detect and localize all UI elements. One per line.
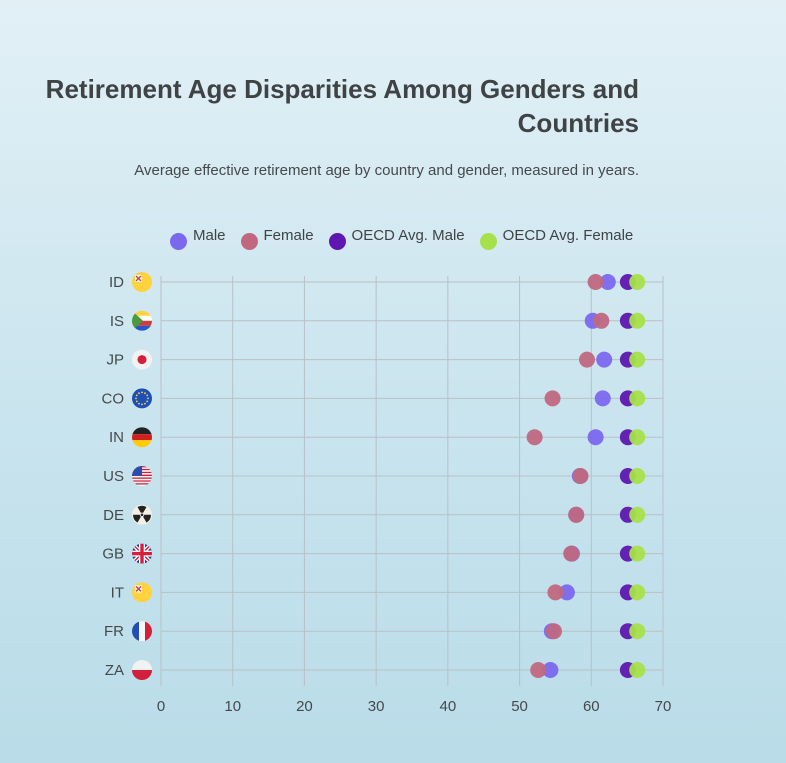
eu-flag-icon xyxy=(132,388,152,409)
legend-label-oecd-male: OECD Avg. Male xyxy=(351,226,465,244)
point-female xyxy=(568,506,585,523)
uk-flag-icon xyxy=(132,543,152,564)
point-male xyxy=(542,662,559,678)
y-tick-label: US xyxy=(103,468,124,485)
point-male xyxy=(594,390,611,407)
chart-title: Retirement Age Disparities Among Genders… xyxy=(45,74,639,138)
point-male xyxy=(599,274,616,290)
legend-swatch-male xyxy=(170,232,187,250)
legend-label-oecd-female: OECD Avg. Female xyxy=(502,226,634,244)
point-oecd-female xyxy=(629,429,646,446)
radiation-flag-icon xyxy=(132,504,152,525)
legend-label-male: Male xyxy=(193,226,226,244)
point-oecd-female xyxy=(629,312,646,329)
point-female xyxy=(545,623,562,640)
legend-item-oecd-male[interactable]: OECD Avg. Male xyxy=(328,226,465,250)
point-female xyxy=(544,390,561,407)
point-oecd-female xyxy=(629,662,646,678)
comoros-flag-icon xyxy=(132,310,152,331)
poland-flag-icon xyxy=(132,660,152,680)
point-oecd-female xyxy=(629,274,646,290)
point-female xyxy=(547,584,564,601)
x-tick-label: 0 xyxy=(157,698,165,715)
france-flag-icon xyxy=(132,621,152,642)
point-male xyxy=(596,351,613,368)
legend-item-male[interactable]: Male xyxy=(170,227,226,250)
y-tick-label: CO xyxy=(102,390,125,407)
x-tick-label: 70 xyxy=(655,698,672,715)
legend-label-female: Female xyxy=(263,226,314,244)
vatican-flag-icon xyxy=(132,582,152,603)
chart-subtitle: Average effective retirement age by coun… xyxy=(134,162,639,179)
y-tick-label: IN xyxy=(109,429,124,446)
y-tick-label: GB xyxy=(102,546,124,563)
y-tick-label: ZA xyxy=(105,662,124,679)
legend-swatch-female xyxy=(240,232,258,250)
point-oecd-female xyxy=(629,545,646,562)
x-tick-label: 60 xyxy=(583,698,600,715)
point-male xyxy=(587,429,604,446)
x-tick-label: 50 xyxy=(511,698,528,715)
y-tick-label: JP xyxy=(106,352,124,369)
y-tick-label: IS xyxy=(110,313,124,330)
y-tick-label: ID xyxy=(109,274,124,291)
point-female xyxy=(587,274,604,290)
x-tick-label: 40 xyxy=(440,698,457,715)
germany-flag-icon xyxy=(132,427,152,448)
usa-flag-icon xyxy=(132,466,152,486)
legend-swatch-oecd-male xyxy=(328,232,346,250)
point-female xyxy=(593,312,610,329)
legend-swatch-oecd-female xyxy=(479,232,497,250)
point-female xyxy=(530,662,547,678)
x-tick-label: 10 xyxy=(224,698,241,715)
point-female xyxy=(572,468,589,484)
legend: Male Female OECD Avg. Male OECD Avg. Fem… xyxy=(170,226,648,250)
japan-flag-icon xyxy=(132,349,152,370)
y-tick-label: DE xyxy=(103,507,124,524)
point-oecd-female xyxy=(629,351,646,368)
point-female xyxy=(563,545,580,562)
y-tick-label: IT xyxy=(111,584,124,601)
point-oecd-female xyxy=(629,468,646,484)
point-male xyxy=(558,584,575,601)
x-tick-label: 20 xyxy=(296,698,313,715)
x-tick-label: 30 xyxy=(368,698,385,715)
point-oecd-female xyxy=(629,623,646,640)
point-oecd-female xyxy=(629,506,646,523)
y-tick-label: FR xyxy=(104,623,124,640)
point-oecd-female xyxy=(629,584,646,601)
point-female xyxy=(526,429,543,446)
vatican-flag-icon xyxy=(132,272,152,292)
legend-item-female[interactable]: Female xyxy=(240,226,314,250)
point-female xyxy=(578,351,595,368)
point-oecd-female xyxy=(629,390,646,407)
legend-item-oecd-female[interactable]: OECD Avg. Female xyxy=(479,226,634,250)
